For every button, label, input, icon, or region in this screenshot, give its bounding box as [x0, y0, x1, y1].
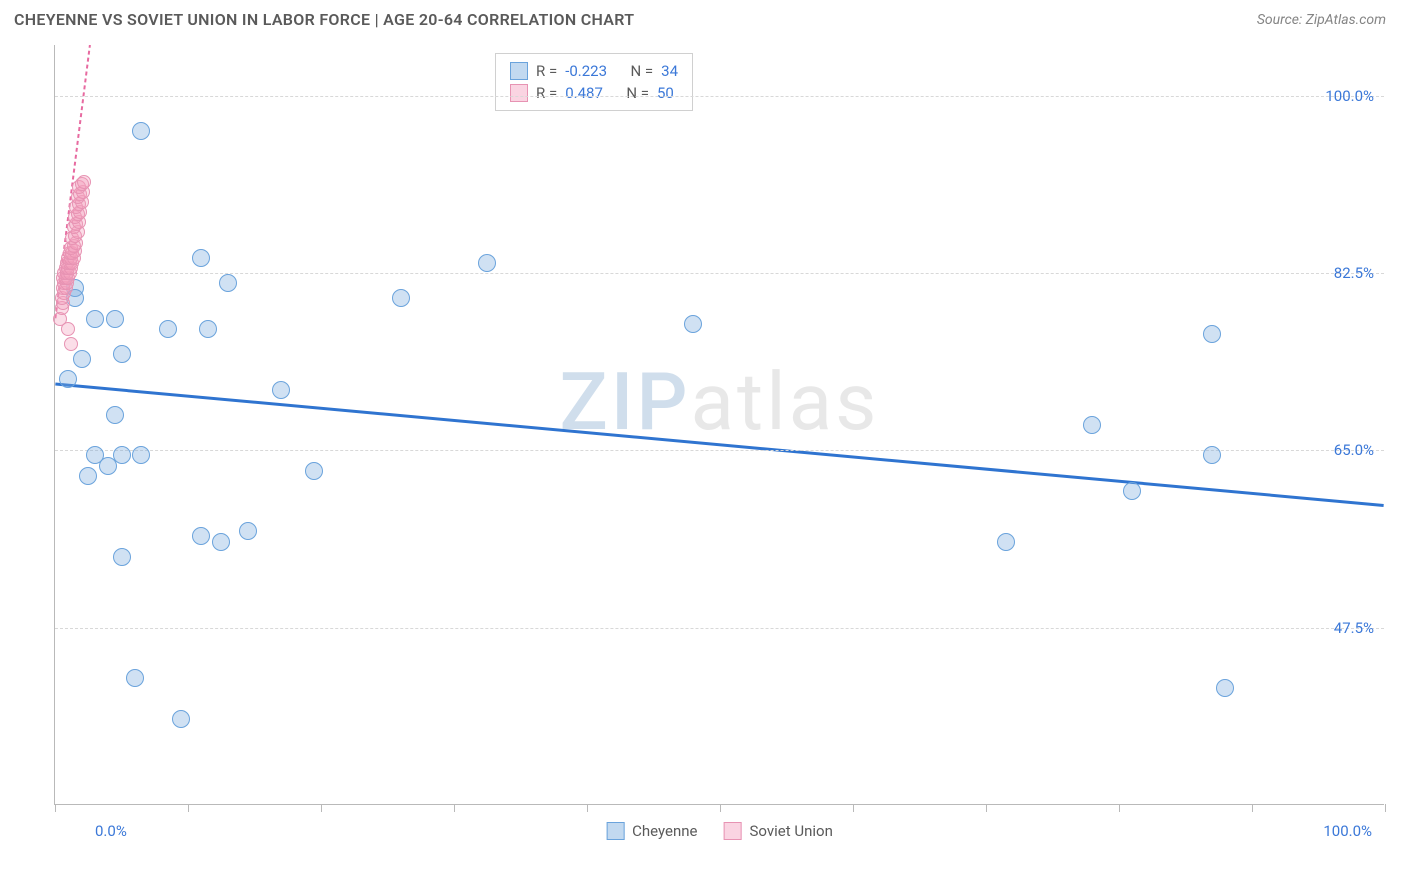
data-point-blue [192, 527, 210, 545]
y-tick-label: 47.5% [1334, 619, 1374, 637]
data-point-blue [113, 548, 131, 566]
data-point-blue [305, 462, 323, 480]
data-point-pink [64, 337, 78, 351]
x-tick [1385, 804, 1386, 812]
legend-label-cheyenne: Cheyenne [632, 822, 697, 840]
data-point-blue [478, 254, 496, 272]
n-value-pink: 50 [657, 84, 674, 102]
legend-row-blue: R = -0.223 N = 34 [510, 60, 678, 82]
gridline [55, 273, 1384, 274]
r-label: R = [536, 84, 557, 102]
y-tick-label: 82.5% [1334, 264, 1374, 282]
x-axis-max-label: 100.0% [1323, 822, 1372, 840]
gridline [55, 450, 1384, 451]
x-tick [720, 804, 721, 812]
data-point-blue [159, 320, 177, 338]
data-point-blue [79, 467, 97, 485]
y-tick-label: 100.0% [1325, 87, 1374, 105]
data-point-blue [106, 406, 124, 424]
legend-row-pink: R = 0.487 N = 50 [510, 82, 678, 104]
data-point-blue [132, 122, 150, 140]
x-tick [986, 804, 987, 812]
chart-title: CHEYENNE VS SOVIET UNION IN LABOR FORCE … [14, 10, 634, 29]
data-point-blue [199, 320, 217, 338]
gridline [55, 96, 1384, 97]
r-label: R = [536, 62, 557, 80]
x-tick [1252, 804, 1253, 812]
x-tick [1119, 804, 1120, 812]
legend-item-cheyenne: Cheyenne [606, 822, 697, 840]
data-point-blue [684, 315, 702, 333]
y-tick-label: 65.0% [1334, 441, 1374, 459]
data-point-blue [1203, 325, 1221, 343]
data-point-pink [77, 175, 91, 189]
data-point-blue [239, 522, 257, 540]
legend-correlation: R = -0.223 N = 34 R = 0.487 N = 50 [495, 53, 693, 111]
data-point-blue [172, 710, 190, 728]
x-axis-min-label: 0.0% [95, 822, 127, 840]
data-point-blue [1123, 482, 1141, 500]
chart-header: CHEYENNE VS SOVIET UNION IN LABOR FORCE … [0, 0, 1406, 35]
data-point-blue [86, 310, 104, 328]
watermark-atlas: atlas [691, 355, 880, 449]
data-point-blue [1216, 679, 1234, 697]
data-point-pink [61, 322, 75, 336]
swatch-blue-icon [606, 822, 624, 840]
x-tick [454, 804, 455, 812]
plot-area: ZIPatlas R = -0.223 N = 34 R = 0.487 N =… [54, 45, 1384, 805]
r-value-pink: 0.487 [565, 84, 603, 102]
x-tick [587, 804, 588, 812]
data-point-blue [212, 533, 230, 551]
legend-item-soviet: Soviet Union [724, 822, 833, 840]
swatch-blue-icon [510, 62, 528, 80]
r-value-blue: -0.223 [565, 62, 607, 80]
data-point-blue [1203, 446, 1221, 464]
watermark: ZIPatlas [560, 355, 880, 449]
trend-lines [55, 45, 1384, 804]
data-point-blue [192, 249, 210, 267]
legend-label-soviet: Soviet Union [750, 822, 833, 840]
swatch-pink-icon [510, 84, 528, 102]
x-tick [321, 804, 322, 812]
data-point-blue [73, 350, 91, 368]
swatch-pink-icon [724, 822, 742, 840]
gridline [55, 628, 1384, 629]
data-point-blue [113, 345, 131, 363]
data-point-blue [1083, 416, 1101, 434]
data-point-blue [392, 289, 410, 307]
data-point-blue [132, 446, 150, 464]
data-point-blue [126, 669, 144, 687]
data-point-blue [219, 274, 237, 292]
n-value-blue: 34 [661, 62, 678, 80]
n-label: N = [626, 84, 649, 102]
data-point-blue [59, 370, 77, 388]
x-tick [55, 804, 56, 812]
x-tick [853, 804, 854, 812]
data-point-blue [106, 310, 124, 328]
legend-series: Cheyenne Soviet Union [606, 822, 833, 840]
watermark-zip: ZIP [560, 355, 691, 449]
x-tick [188, 804, 189, 812]
data-point-blue [99, 457, 117, 475]
source-label: Source: ZipAtlas.com [1257, 12, 1386, 28]
data-point-blue [997, 533, 1015, 551]
n-label: N = [630, 62, 653, 80]
data-point-blue [272, 381, 290, 399]
